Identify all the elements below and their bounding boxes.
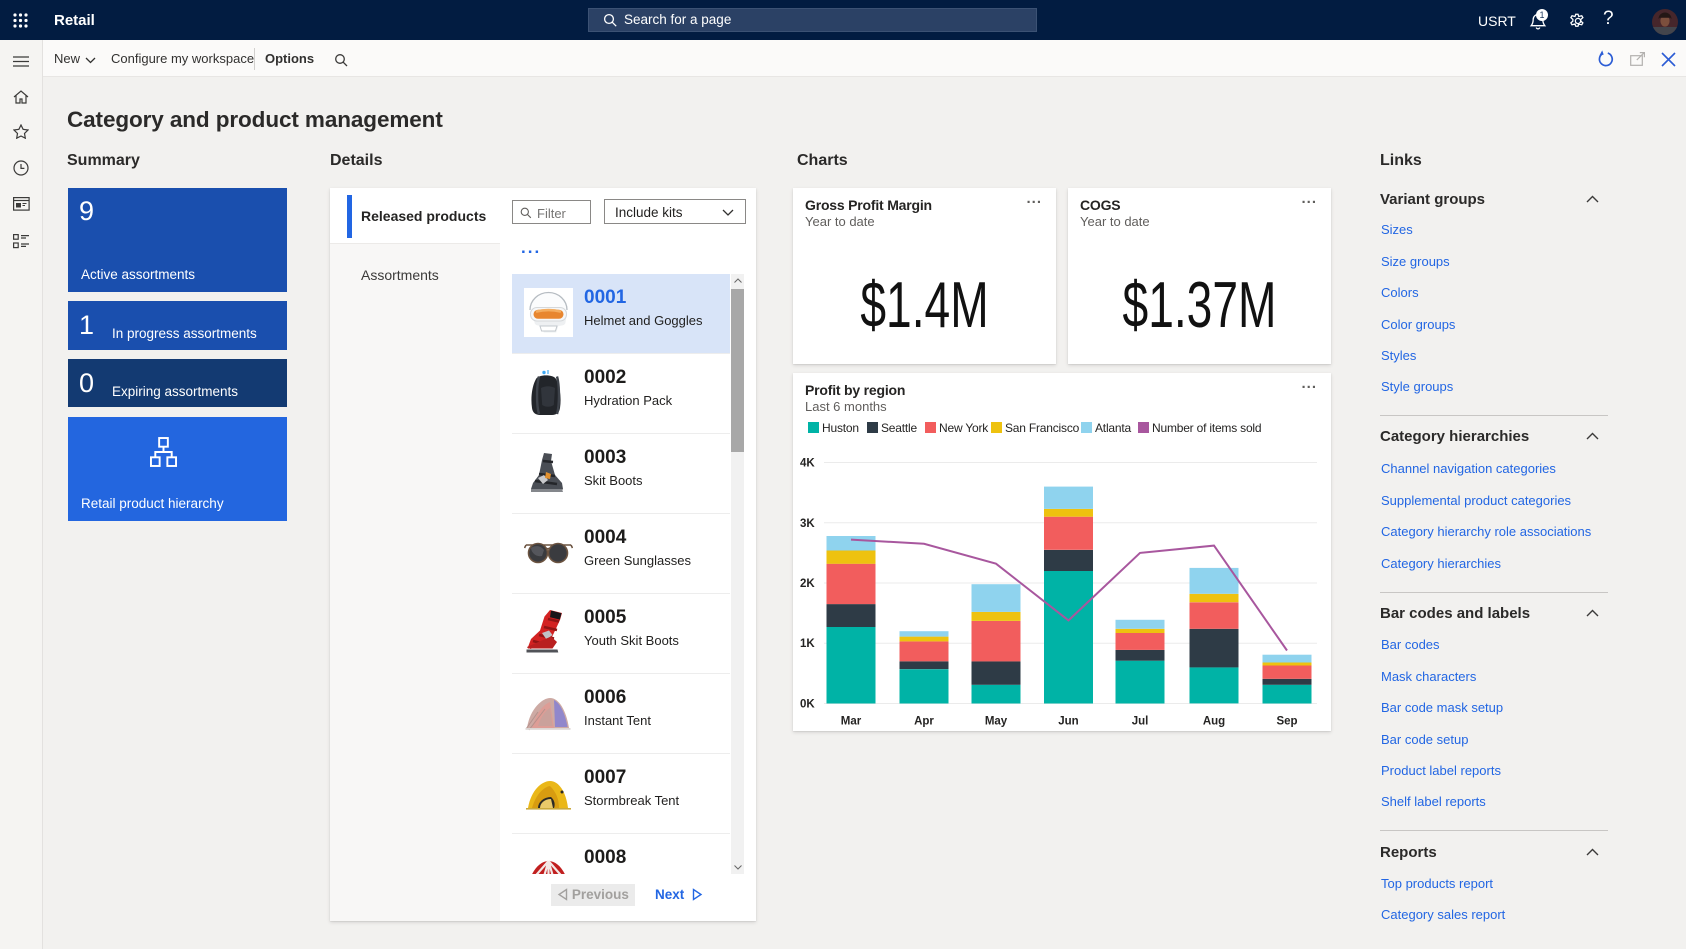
svg-text:May: May xyxy=(985,716,1008,728)
svg-text:Aug: Aug xyxy=(1203,716,1225,728)
svg-text:1K: 1K xyxy=(800,638,815,650)
svg-text:4K: 4K xyxy=(800,458,815,470)
svg-text:0K: 0K xyxy=(800,699,815,711)
svg-text:Sep: Sep xyxy=(1276,716,1297,728)
svg-text:Mar: Mar xyxy=(841,716,862,728)
svg-text:Jun: Jun xyxy=(1058,716,1078,728)
svg-text:Jul: Jul xyxy=(1132,716,1149,728)
svg-text:2K: 2K xyxy=(800,578,815,590)
svg-text:3K: 3K xyxy=(800,518,815,530)
svg-text:Apr: Apr xyxy=(914,716,934,728)
